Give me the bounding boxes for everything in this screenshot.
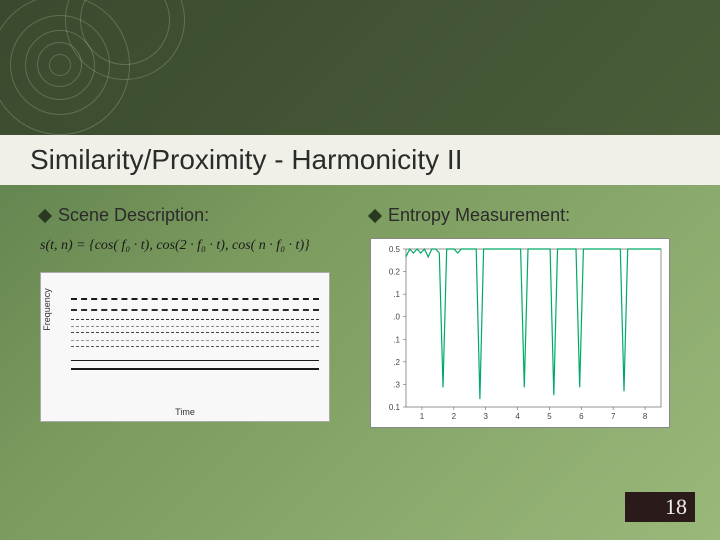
- left-bullet-text: Scene Description:: [58, 205, 209, 226]
- svg-text:2: 2: [452, 412, 457, 421]
- entropy-svg: 0.5 0.2 .1 .0 .1 .2 .3 0.1 1 2 3 4 5 6 7 8: [371, 239, 671, 429]
- svg-text:8: 8: [643, 412, 648, 421]
- svg-text:0.1: 0.1: [389, 403, 401, 412]
- spectrogram-line: [71, 332, 319, 333]
- svg-text:3: 3: [483, 412, 488, 421]
- content-area: Scene Description: s(t, n) = {cos( f₀ · …: [0, 195, 720, 540]
- svg-text:0.2: 0.2: [389, 268, 401, 277]
- spectrogram-ylabel: Frequency: [42, 288, 52, 331]
- right-bullet: Entropy Measurement:: [370, 205, 700, 226]
- svg-text:1: 1: [420, 412, 425, 421]
- page-number-box: 18: [625, 492, 695, 522]
- svg-text:7: 7: [611, 412, 616, 421]
- diamond-icon: [368, 208, 382, 222]
- spectrogram-line: [71, 340, 319, 341]
- spectrogram-lines: [71, 288, 319, 391]
- right-bullet-text: Entropy Measurement:: [388, 205, 570, 226]
- svg-text:.1: .1: [393, 335, 400, 344]
- spectrogram-line: [71, 368, 319, 370]
- left-bullet: Scene Description:: [40, 205, 370, 226]
- svg-text:4: 4: [515, 412, 520, 421]
- spectrogram-xlabel: Time: [175, 407, 195, 417]
- spectrogram-line: [71, 309, 319, 311]
- left-column: Scene Description: s(t, n) = {cos( f₀ · …: [40, 205, 370, 540]
- spectrogram-line: [71, 346, 319, 347]
- diamond-icon: [38, 208, 52, 222]
- spectrogram-line: [71, 360, 319, 361]
- spectrogram-line: [71, 298, 319, 300]
- title-bar: Similarity/Proximity - Harmonicity II: [0, 135, 720, 185]
- svg-text:.1: .1: [393, 290, 400, 299]
- svg-text:.0: .0: [393, 313, 400, 322]
- spectrogram-line: [71, 319, 319, 320]
- svg-text:6: 6: [579, 412, 584, 421]
- svg-text:5: 5: [547, 412, 552, 421]
- svg-text:.3: .3: [393, 380, 400, 389]
- spectrogram: Frequency Time: [40, 272, 330, 422]
- slide: Similarity/Proximity - Harmonicity II Sc…: [0, 0, 720, 540]
- svg-text:.2: .2: [393, 358, 400, 367]
- entropy-chart: 0.5 0.2 .1 .0 .1 .2 .3 0.1 1 2 3 4 5 6 7 8: [370, 238, 670, 428]
- page-number: 18: [665, 494, 687, 520]
- svg-text:0.5: 0.5: [389, 245, 401, 254]
- spectrogram-line: [71, 326, 319, 327]
- right-column: Entropy Measurement: 0.5 0.2 .1 .0 .1 .2 .3 0.1…: [370, 205, 700, 540]
- slide-title: Similarity/Proximity - Harmonicity II: [30, 144, 462, 176]
- formula: s(t, n) = {cos( f₀ · t), cos(2 · f₀ · t)…: [40, 238, 370, 254]
